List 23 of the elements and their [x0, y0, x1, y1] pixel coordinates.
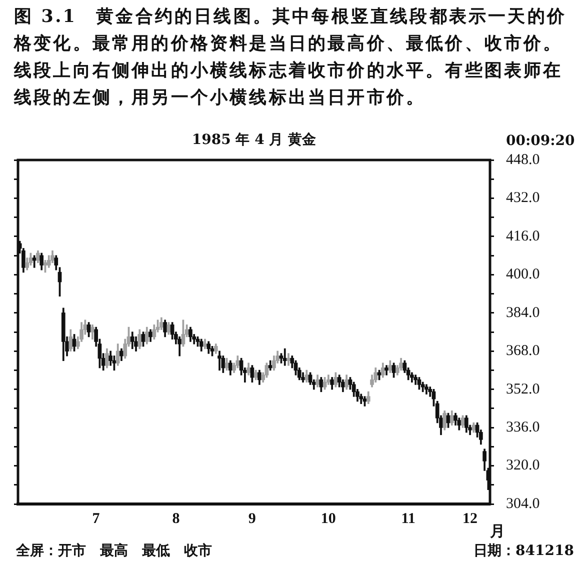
y-tick-label: 432.0 [506, 190, 540, 206]
text: 全屏：开市 最高 最低 收市 [16, 542, 212, 560]
y-tick-label: 416.0 [506, 228, 540, 244]
y-tick-label: 304.0 [506, 496, 540, 512]
y-tick-label: 336.0 [506, 419, 540, 436]
y-tick-label: 448.0 [506, 152, 540, 168]
x-tick-label: 10 [320, 510, 336, 527]
y-tick-label: 400.0 [506, 266, 540, 283]
chart-title: 图 3.1 黄金合约的日线图。其中每根竖直线段都表示一天的价格变化。最常用的价格资料是当日的最高价、最低价、收市价。线段上向右侧伸出的小横线标志着收市价的水平。有些图表师在线段的左侧，用另一个小横线标出当日开市价。 [14, 6, 568, 110]
x-tick-label: 8 [172, 510, 180, 527]
x-tick-label: 9 [248, 510, 256, 527]
y-tick-label: 352.0 [506, 381, 540, 398]
y-tick-label: 320.0 [506, 458, 540, 474]
y-tick-label: 384.0 [506, 304, 540, 321]
x-tick-label: 12 [462, 510, 478, 527]
y-tick-label: 368.0 [506, 343, 540, 360]
x-tick-label: 7 [92, 510, 100, 527]
text: 00:09:20 [506, 133, 575, 149]
candlestick [218, 350, 222, 371]
x-axis-title: 月 [490, 522, 505, 541]
x-tick-label: 11 [401, 510, 416, 527]
text: 日期：841218 [474, 542, 574, 560]
chart-subtitle: 1985 年 4 月 黄金 [190, 131, 318, 149]
